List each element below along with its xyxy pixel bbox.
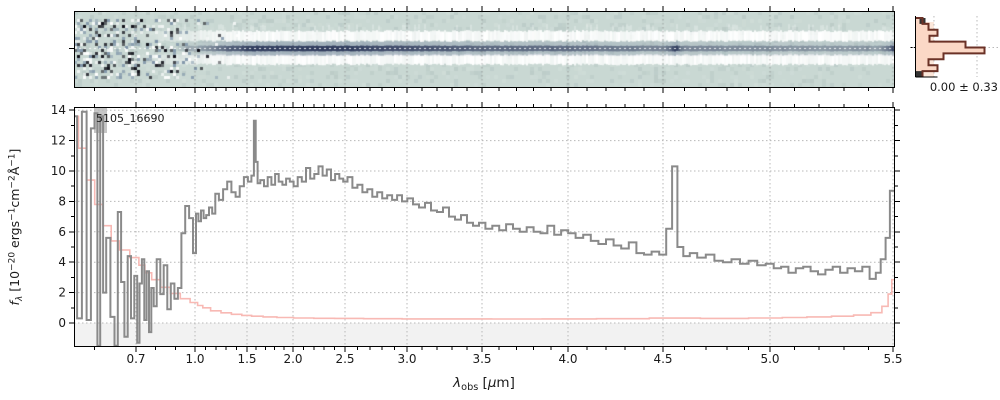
spatial-profile-panel (912, 16, 998, 78)
x-tick-label: 4.0 (558, 352, 577, 366)
axes-spines-and-ticks: 0.7 1.0 1.5 2.0 2.5 3.0 3.5 4.0 4.5 5.0 5.5 0 2 4 6 8 10… (51, 6, 916, 366)
spec1d-border (74, 107, 895, 347)
profile-step-line (915, 17, 986, 77)
x-tick-label: 5.0 (760, 352, 779, 366)
profile-dark-block (915, 71, 922, 77)
y-tick-label: 2 (58, 286, 66, 300)
spectrum-series (74, 110, 895, 347)
spec2d-image (74, 11, 895, 88)
text-labels: 5105_16690 0.00 ± 0.33 λobs [μm] fλ [10−2… (7, 80, 998, 393)
source-id-label: 5105_16690 (96, 112, 165, 125)
y-tick-label: 4 (58, 255, 66, 269)
spec2d-border (74, 11, 895, 88)
x-tick-label: 5.5 (883, 352, 902, 366)
x-tick-label: 3.5 (472, 352, 491, 366)
x-tick-label: 3.0 (397, 352, 416, 366)
profile-fill-area (915, 18, 985, 77)
error-series-path (74, 115, 895, 320)
gridlines (74, 107, 895, 347)
y-tick-label: 8 (58, 194, 66, 208)
y-axis-label: fλ [10−20 ergs−1cm−2Å−1] (7, 149, 25, 306)
x-tick-label: 1.5 (237, 352, 256, 366)
x-tick-label: 4.5 (653, 352, 672, 366)
x-tick-label: 2.5 (335, 352, 354, 366)
x-tick-label: 2.0 (283, 352, 302, 366)
below-zero-shading (74, 323, 895, 347)
flux-series-path (74, 110, 895, 347)
y-tick-label: 6 (58, 225, 66, 239)
x-axis-label: λobs [μm] (452, 375, 515, 393)
y-tick-label: 12 (51, 134, 66, 148)
spec1d-background (74, 107, 895, 347)
profile-stat-label: 0.00 ± 0.33 (930, 80, 998, 94)
x-tick-label: 0.7 (126, 352, 145, 366)
x-tick-label: 1.0 (185, 352, 204, 366)
y-tick-label: 0 (58, 316, 66, 330)
y-tick-label: 14 (51, 103, 66, 117)
y-tick-label: 10 (51, 164, 66, 178)
